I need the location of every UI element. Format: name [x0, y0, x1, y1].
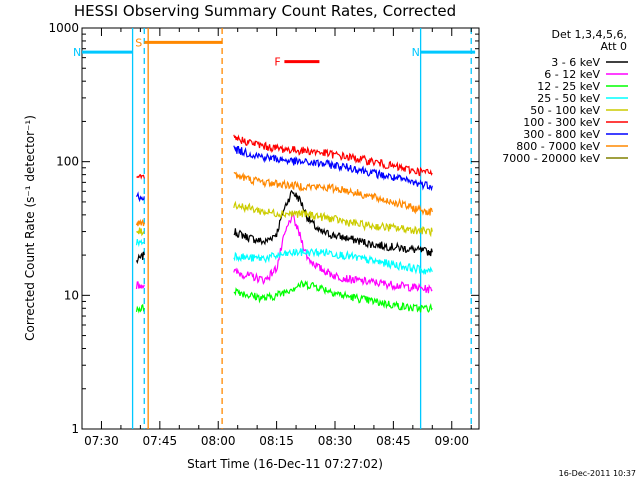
series-line-800-7000keV	[135, 218, 145, 227]
series-line-100-300keV	[136, 174, 145, 180]
marker-flag-label: N	[73, 46, 81, 59]
marker-flag-label: F	[274, 56, 280, 69]
series-line-25-50keV	[233, 247, 433, 276]
x-tick-label: 08:45	[376, 434, 411, 448]
legend-header: Det 1,3,4,5,6,	[551, 28, 627, 41]
y-tick-label: 100	[56, 155, 79, 169]
x-tick-label: 07:45	[143, 434, 178, 448]
plot-area	[81, 27, 480, 430]
axes: 07:30 07:45 08:00 08:15 08:30 08:45 09:00 1 10 10…	[48, 21, 479, 448]
legend-header: Att 0	[601, 40, 627, 53]
legend-entry-label: 3 - 6 keV	[551, 56, 600, 69]
y-tick-label: 1	[71, 422, 79, 436]
legend-entry-label: 7000 - 20000 keV	[502, 152, 600, 165]
x-tick-label: 09:00	[434, 434, 469, 448]
legend-entry-label: 300 - 800 keV	[523, 128, 600, 141]
legend-entry-label: 800 - 7000 keV	[516, 140, 600, 153]
chart-title: HESSI Observing Summary Count Rates, Cor…	[74, 2, 456, 20]
series-line-25-50keV	[135, 238, 145, 248]
series-line-12-25keV	[135, 303, 145, 314]
series-layer	[135, 134, 433, 314]
series-line-12-25keV	[233, 279, 433, 313]
marker-flag-label: S	[135, 36, 142, 49]
series-line-300-800keV	[233, 145, 433, 192]
time-markers: S N N F	[73, 28, 476, 429]
x-tick-label: 07:30	[84, 434, 119, 448]
series-line-6-12keV	[135, 281, 145, 289]
legend-entry-label: 100 - 300 keV	[523, 116, 600, 129]
series-line-300-800keV	[135, 191, 145, 203]
series-line-800-7000keV	[233, 171, 433, 216]
y-tick-label: 1000	[48, 21, 79, 35]
series-line-3-6keV	[135, 251, 145, 265]
x-axis-label: Start Time (16-Dec-11 07:27:02)	[187, 457, 383, 471]
legend-entry-label: 50 - 100 keV	[530, 104, 600, 117]
series-line-50-100keV	[233, 200, 433, 238]
series-line-3-6keV	[233, 189, 433, 257]
x-tick-label: 08:15	[259, 434, 294, 448]
series-line-50-100keV	[136, 227, 145, 237]
y-tick-label: 10	[64, 288, 79, 302]
plot-timestamp: 16-Dec-2011 10:37	[559, 469, 636, 478]
x-tick-label: 08:00	[201, 434, 236, 448]
y-axis-label: Corrected Count Rate (s⁻¹ detector⁻¹)	[23, 115, 37, 341]
legend-entry-label: 12 - 25 keV	[537, 80, 600, 93]
legend-entry-label: 6 - 12 keV	[544, 68, 600, 81]
marker-flag-label: N	[412, 46, 420, 59]
series-line-6-12keV	[233, 210, 433, 294]
legend-entry-label: 25 - 50 keV	[537, 92, 600, 105]
x-tick-label: 08:30	[318, 434, 353, 448]
series-line-100-300keV	[233, 134, 433, 177]
